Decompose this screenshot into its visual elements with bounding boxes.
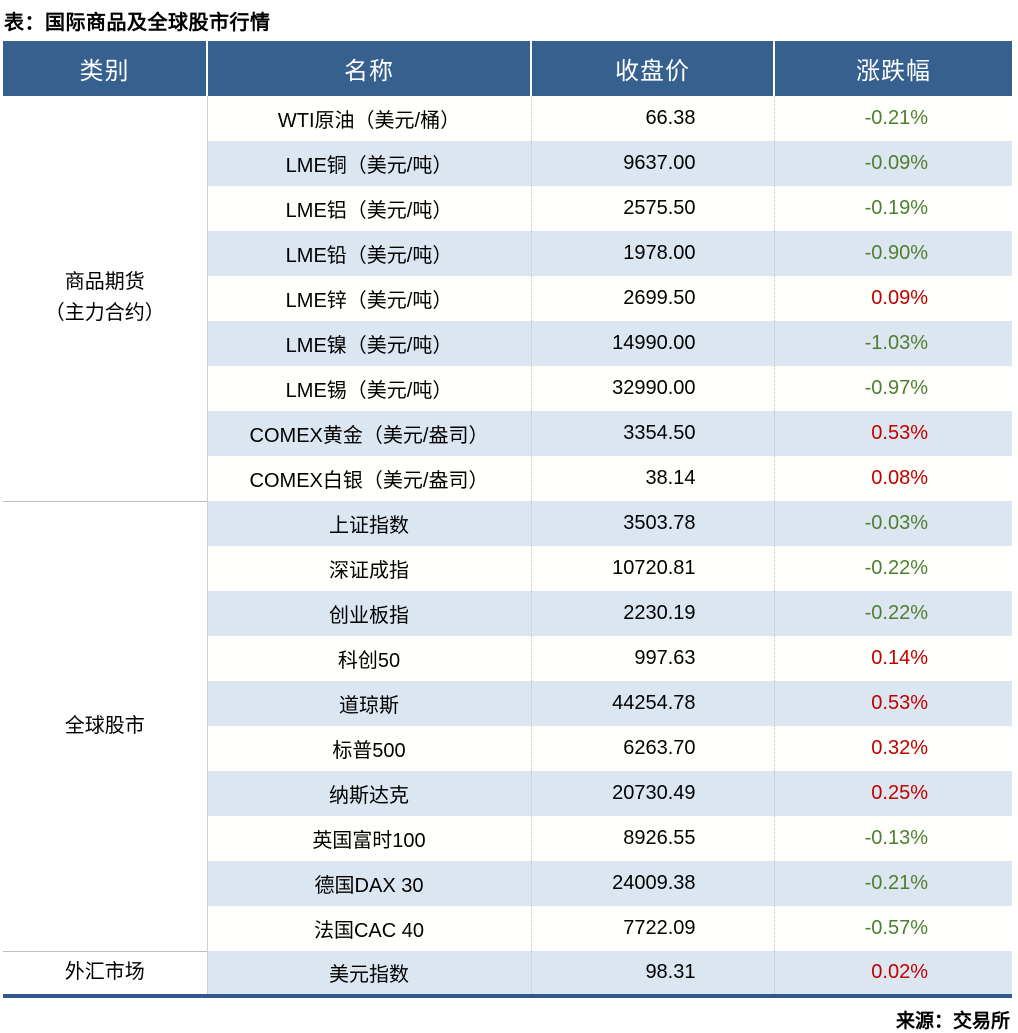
category-cell: 商品期货 （主力合约） — [3, 96, 208, 501]
table-row: 商品期货 （主力合约） WTI原油（美元/桶） 66.38 -0.21% — [3, 96, 1012, 501]
column-header-category: 类别 — [3, 41, 207, 96]
instrument-name: 纳斯达克 — [207, 771, 532, 816]
change-percent: 0.02% — [871, 961, 928, 983]
instrument-name: COMEX白银（美元/盎司） — [207, 456, 532, 501]
change-percent: -1.03% — [864, 332, 928, 354]
change-percent: -0.22% — [864, 557, 928, 579]
instrument-name: WTI原油（美元/桶） — [207, 96, 532, 141]
column-header-change: 涨跌幅 — [773, 41, 1012, 96]
change-percent: -0.97% — [864, 377, 928, 399]
instrument-name: 深证成指 — [207, 546, 532, 591]
change-percent: -0.03% — [864, 512, 928, 534]
change-percent: -0.21% — [864, 872, 928, 894]
instrument-name: 德国DAX 30 — [207, 861, 532, 906]
category-cell: 全球股市 — [3, 500, 208, 951]
change-percent: -0.13% — [864, 827, 928, 849]
change-percent: -0.90% — [864, 242, 928, 264]
table-title: 表：国际商品及全球股市行情 — [4, 12, 271, 34]
change-percent: 0.09% — [871, 287, 928, 309]
category-cell: 外汇市场 — [3, 950, 208, 996]
instrument-name: LME铜（美元/吨） — [207, 141, 532, 186]
instrument-name: 法国CAC 40 — [207, 906, 532, 951]
close-price: 1978.00 — [531, 231, 775, 276]
change-percent: -0.19% — [864, 197, 928, 219]
instrument-name: 道琼斯 — [207, 681, 532, 726]
source-note: 来源：交易所 — [895, 1011, 1010, 1032]
table-row: 全球股市 上证指数 3503.78 -0.03% — [3, 500, 1012, 951]
close-price: 9637.00 — [531, 141, 775, 186]
instrument-name: 上证指数 — [207, 501, 532, 546]
change-percent: 0.25% — [871, 782, 928, 804]
header-row: 类别 名称 收盘价 涨跌幅 — [3, 41, 1012, 96]
instrument-name: LME锡（美元/吨） — [207, 366, 532, 411]
change-percent: 0.32% — [871, 737, 928, 759]
close-price: 32990.00 — [531, 366, 775, 411]
close-price: 2575.50 — [531, 186, 775, 231]
instrument-name: 标普500 — [207, 726, 532, 771]
column-header-close: 收盘价 — [530, 41, 774, 96]
close-price: 2699.50 — [531, 276, 775, 321]
close-price: 10720.81 — [531, 546, 775, 591]
close-price: 24009.38 — [531, 861, 775, 906]
table-row: 深证成指 10720.81 -0.22% — [3, 546, 1012, 591]
close-price: 3503.78 — [531, 501, 775, 546]
close-price: 6263.70 — [531, 726, 775, 771]
close-price: 44254.78 — [531, 681, 775, 726]
change-percent: -0.57% — [864, 917, 928, 939]
close-price: 7722.09 — [531, 906, 775, 951]
instrument-name: 英国富时100 — [207, 816, 532, 861]
close-price: 14990.00 — [531, 321, 775, 366]
change-percent: -0.22% — [864, 602, 928, 624]
instrument-name: 美元指数 — [207, 951, 532, 996]
instrument-name: LME锌（美元/吨） — [207, 276, 532, 321]
instrument-name: 科创50 — [207, 636, 532, 681]
close-price: 20730.49 — [531, 771, 775, 816]
close-price: 66.38 — [531, 96, 775, 141]
column-header-name: 名称 — [206, 41, 531, 96]
close-price: 8926.55 — [531, 816, 775, 861]
close-price: 38.14 — [531, 456, 775, 501]
instrument-name: LME铅（美元/吨） — [207, 231, 532, 276]
close-price: 997.63 — [531, 636, 775, 681]
market-quote-table: 类别 名称 收盘价 涨跌幅 商品期货 （主力合约） WTI原油（美元/桶） 66.38… — [3, 41, 1012, 998]
table-header: 类别 名称 收盘价 涨跌幅 — [3, 41, 1012, 96]
instrument-name: 创业板指 — [207, 591, 532, 636]
change-percent: 0.53% — [871, 692, 928, 714]
close-price: 3354.50 — [531, 411, 775, 456]
instrument-name: COMEX黄金（美元/盎司） — [207, 411, 532, 456]
close-price: 2230.19 — [531, 591, 775, 636]
change-percent: 0.14% — [871, 647, 928, 669]
table-row: LME铜（美元/吨） 9637.00 -0.09% — [3, 141, 1012, 186]
change-percent: 0.08% — [871, 467, 928, 489]
table-row: 外汇市场 美元指数 98.31 0.02% — [3, 950, 1012, 996]
change-percent: -0.21% — [864, 107, 928, 129]
close-price: 98.31 — [531, 951, 775, 996]
table-body: 商品期货 （主力合约） WTI原油（美元/桶） 66.38 -0.21% LME铜（美元/… — [3, 96, 1012, 996]
instrument-name: LME铝（美元/吨） — [207, 186, 532, 231]
instrument-name: LME镍（美元/吨） — [207, 321, 532, 366]
change-percent: -0.09% — [864, 152, 928, 174]
change-percent: 0.53% — [871, 422, 928, 444]
